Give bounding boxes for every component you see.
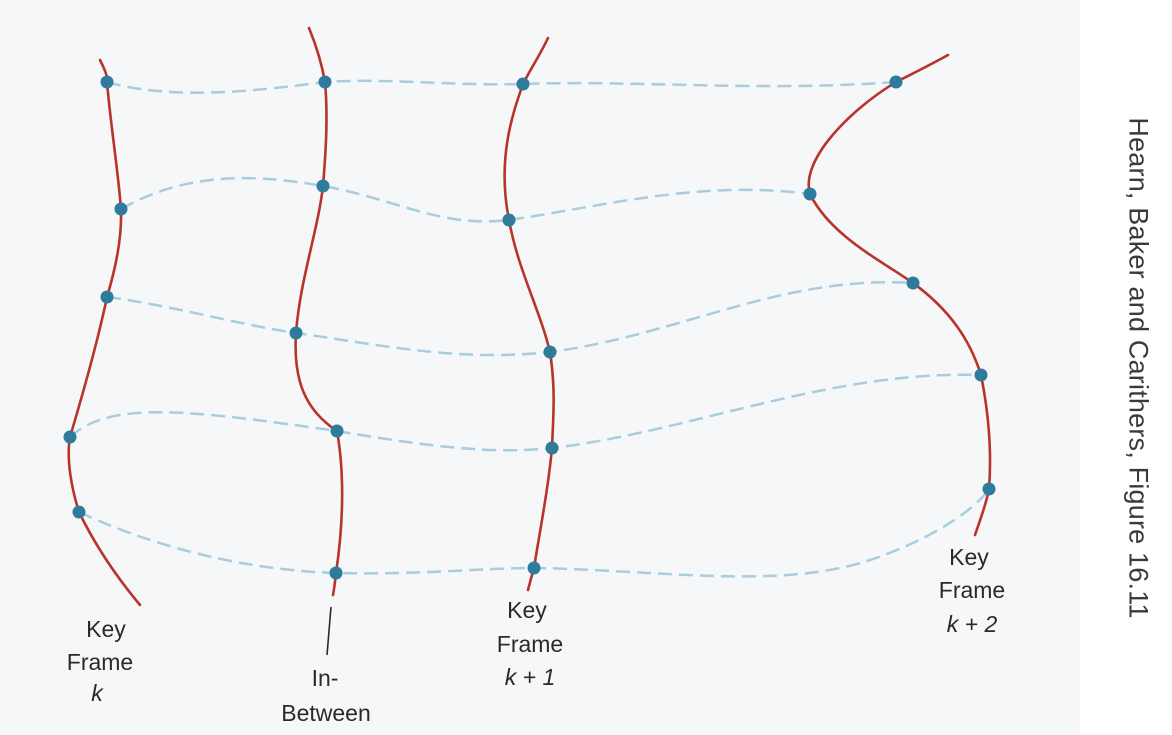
point (803, 187, 817, 201)
curve-key-frame-k1 (503, 36, 555, 592)
point (72, 505, 86, 519)
dashed-path-4 (69, 373, 982, 452)
point (318, 75, 332, 89)
label-in-between: In- Between (281, 665, 371, 726)
point (114, 202, 128, 216)
dashed-path-2 (120, 176, 811, 223)
point (889, 75, 903, 89)
point (543, 345, 557, 359)
point (63, 430, 77, 444)
label-key-frame-k1: Key Frame k + 1 (497, 597, 563, 690)
label-line: Key (86, 616, 126, 642)
scanned-page-background (0, 0, 1080, 735)
frame-curves (67, 26, 992, 607)
curve-key-frame-k2 (807, 53, 992, 537)
label-line: Frame (939, 577, 1005, 603)
keyframe-diagram: Key Frame k In- Between Key Frame k + 1 … (63, 26, 1005, 726)
point (502, 213, 516, 227)
label-line: Between (281, 700, 371, 726)
dashed-path-3 (106, 281, 914, 357)
label-key-frame-k: Key Frame k (67, 616, 133, 706)
point (982, 482, 996, 496)
point (330, 424, 344, 438)
label-line: In- (312, 665, 339, 691)
point (906, 276, 920, 290)
label-line: Frame (497, 631, 563, 657)
correspondence-points (63, 75, 996, 580)
point (329, 566, 343, 580)
point (516, 77, 530, 91)
label-line: k + 2 (947, 611, 998, 637)
label-line: Frame (67, 649, 133, 675)
label-line: Key (507, 597, 547, 623)
in-between-pointer-line (326, 606, 332, 656)
label-line: k (91, 680, 104, 706)
label-line: k + 1 (505, 664, 556, 690)
interpolation-paths (69, 79, 991, 578)
point (316, 179, 330, 193)
point (289, 326, 303, 340)
label-key-frame-k2: Key Frame k + 2 (939, 544, 1005, 637)
point (545, 441, 559, 455)
label-line: Key (949, 544, 989, 570)
figure-credit: Hearn, Baker and Carithers, Figure 16.11 (1123, 117, 1154, 619)
point (527, 561, 541, 575)
dashed-path-1 (106, 79, 897, 94)
point (100, 75, 114, 89)
point (100, 290, 114, 304)
point (974, 368, 988, 382)
curve-in-between (294, 26, 344, 597)
